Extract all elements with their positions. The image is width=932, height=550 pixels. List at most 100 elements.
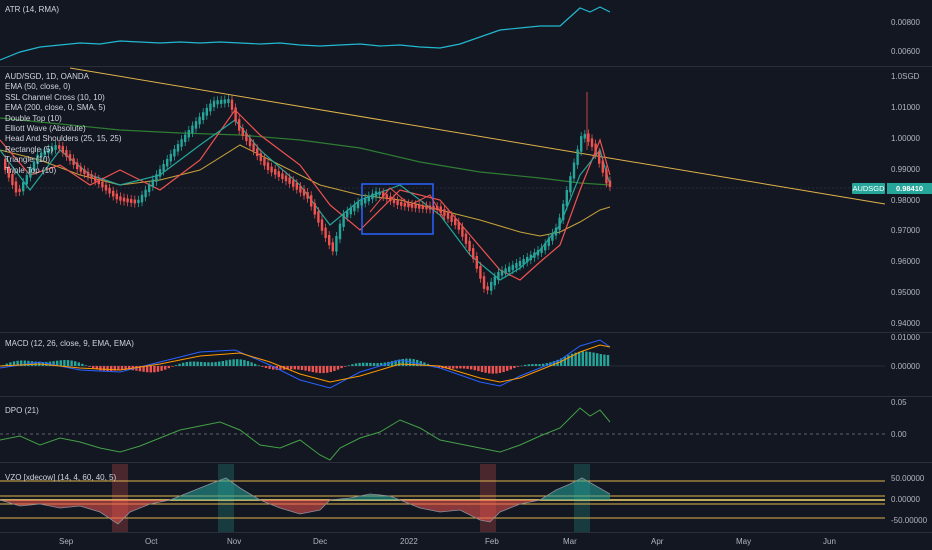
price-axis-tick: 0.98000 xyxy=(891,196,920,205)
candle-body xyxy=(324,227,327,239)
macd-histogram-bar xyxy=(106,366,109,372)
macd-histogram-bar xyxy=(16,360,19,366)
macd-legend[interactable]: MACD (12, 26, close, 9, EMA, EMA) xyxy=(5,339,134,349)
candle-body xyxy=(97,179,100,185)
pane-separator[interactable] xyxy=(0,396,932,397)
candle-body xyxy=(104,184,108,191)
macd-histogram-bar xyxy=(477,366,480,372)
price-axis-tick: 0.99000 xyxy=(891,165,920,174)
indicator-triangle[interactable]: Triangle (10) xyxy=(5,155,51,165)
candle-body xyxy=(126,198,129,203)
dpo-legend[interactable]: DPO (21) xyxy=(5,406,39,416)
macd-histogram-bar xyxy=(394,360,397,366)
atr-pane xyxy=(0,6,611,61)
candle-body xyxy=(198,116,201,125)
candle-body xyxy=(371,193,374,200)
indicator-elliott-wave[interactable]: Elliott Wave (Absolute) xyxy=(5,123,86,133)
candle-body xyxy=(475,255,478,269)
candle-body xyxy=(140,194,144,203)
macd-histogram-bar xyxy=(362,362,365,366)
macd-histogram-bar xyxy=(405,358,408,366)
macd-histogram-bar xyxy=(599,354,602,366)
macd-histogram-bar xyxy=(246,361,250,366)
candle-body xyxy=(590,138,594,147)
candle-body xyxy=(482,276,486,289)
candle-body xyxy=(148,184,151,193)
candle-body xyxy=(331,242,334,252)
indicator-head-and-shoulders[interactable]: Head And Shoulders (25, 15, 25) xyxy=(5,134,122,144)
candle-body xyxy=(22,182,25,192)
candle-body xyxy=(83,169,86,175)
candle-body xyxy=(374,191,378,198)
macd-histogram-bar xyxy=(419,361,422,366)
candle-body xyxy=(356,201,360,209)
candle-body xyxy=(248,138,252,147)
pane-separator[interactable] xyxy=(0,532,932,533)
main-price-pane xyxy=(0,67,886,295)
candle-body xyxy=(547,238,550,246)
macd-histogram-bar xyxy=(520,365,523,367)
indicator-double-top[interactable]: Double Top (10) xyxy=(5,113,62,123)
vzo-line xyxy=(0,477,611,525)
vzo-pane xyxy=(0,464,885,532)
candle-body xyxy=(400,201,403,206)
candle-body xyxy=(288,177,291,184)
macd-histogram-bar xyxy=(318,366,322,374)
macd-histogram-bar xyxy=(225,360,228,366)
symbol-title[interactable]: AUD/SGD, 1D, OANDA xyxy=(5,72,90,81)
candle-body xyxy=(364,197,367,204)
main-legend[interactable]: AUD/SGD, 1D, OANDA EMA (50, close, 0) SS… xyxy=(5,72,122,176)
candle-body xyxy=(450,215,453,222)
symbol-price-tag: AUDSGD xyxy=(852,183,885,194)
macd-histogram-bar xyxy=(473,366,476,371)
macd-histogram-bar xyxy=(552,361,556,366)
candle-body xyxy=(216,100,219,105)
descending-trendline xyxy=(69,67,886,205)
macd-axis-tick: 0.01000 xyxy=(891,333,920,342)
macd-histogram-bar xyxy=(250,362,253,366)
time-axis-label: Jun xyxy=(823,537,836,546)
macd-line xyxy=(0,339,611,389)
candle-body xyxy=(594,143,597,155)
indicator-ssl-channel[interactable]: SSL Channel Cross (10, 10) xyxy=(5,92,105,102)
atr-line xyxy=(0,6,611,61)
price-axis-tick: 1.01000 xyxy=(891,103,920,112)
candle-body xyxy=(414,204,417,209)
indicator-ema-200[interactable]: EMA (200, close, 0, SMA, 5) xyxy=(5,103,106,113)
price-axis-currency: 1.0SGD xyxy=(891,72,920,81)
macd-histogram-bar xyxy=(491,366,494,374)
macd-histogram-bar xyxy=(92,366,95,369)
ema-200-line xyxy=(0,117,611,186)
pane-separator[interactable] xyxy=(0,462,932,463)
macd-histogram-bar xyxy=(592,352,595,366)
macd-histogram-bar xyxy=(470,366,473,370)
pane-separator[interactable] xyxy=(0,66,932,67)
indicator-rectangle[interactable]: Rectangle (5) xyxy=(5,144,54,154)
candle-body xyxy=(551,232,554,241)
macd-histogram-bar xyxy=(444,366,448,369)
pane-separator[interactable] xyxy=(0,332,932,333)
candle-body xyxy=(184,134,187,143)
macd-histogram-bar xyxy=(117,366,120,371)
candle-body xyxy=(32,161,36,171)
candle-body xyxy=(342,213,345,228)
candle-body xyxy=(468,240,471,252)
candle-body xyxy=(389,196,392,202)
candle-body xyxy=(338,223,342,240)
vzo-legend[interactable]: VZO [xdecow] (14, 4, 60, 40, 5) xyxy=(5,473,116,483)
macd-histogram-bar xyxy=(167,366,170,369)
candle-body xyxy=(544,243,547,251)
candle-body xyxy=(14,181,18,193)
indicator-ema-50[interactable]: EMA (50, close, 0) xyxy=(5,82,71,92)
indicator-triple-top[interactable]: Triple Top (10) xyxy=(5,165,57,175)
candle-body xyxy=(425,205,428,210)
atr-legend[interactable]: ATR (14, RMA) xyxy=(5,5,59,15)
last-price-tag: 0.98410 xyxy=(887,183,932,194)
macd-histogram-bar xyxy=(66,360,70,366)
macd-histogram-bar xyxy=(290,366,293,370)
candle-body xyxy=(504,268,507,274)
candle-body xyxy=(558,217,561,231)
candle-body xyxy=(166,158,169,167)
macd-histogram-bar xyxy=(160,366,163,371)
